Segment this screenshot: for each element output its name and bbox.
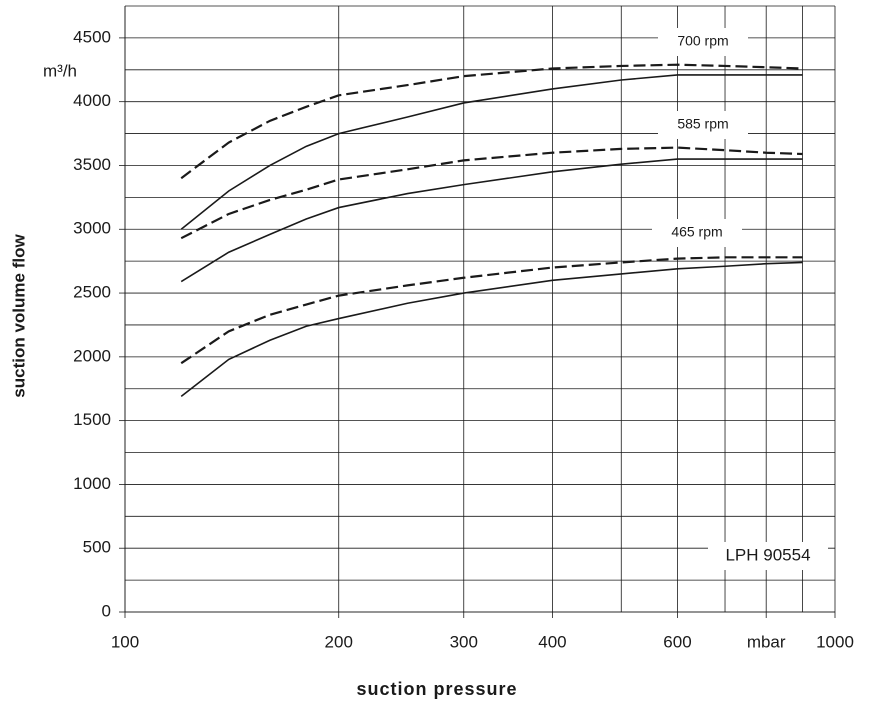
annotation-box (658, 28, 748, 56)
series-line (180, 146, 803, 240)
series-line (180, 74, 803, 230)
series-line (180, 261, 803, 398)
annotation: LPH 90554 (725, 545, 810, 564)
y-tick-label: 2000 (73, 346, 111, 365)
y-tick-label: 4500 (73, 27, 111, 46)
x-tick-label: 300 (450, 632, 478, 651)
annotation: 585 rpm (677, 116, 728, 132)
series-line (180, 158, 803, 283)
x-tick-label: 600 (663, 632, 691, 651)
x-tick-label: 400 (538, 632, 566, 651)
y-tick-label: 4000 (73, 91, 111, 110)
y-tick-label: 1000 (73, 474, 111, 493)
y-unit: m³/h (43, 61, 77, 80)
x-tick-label: 200 (325, 632, 353, 651)
y-tick-label: 500 (83, 538, 111, 557)
annotation-box (708, 542, 828, 570)
y-tick-label: 1500 (73, 410, 111, 429)
x-axis-title: suction pressure (356, 679, 517, 699)
annotation: 465 rpm (671, 224, 722, 240)
annotation-box (652, 219, 742, 247)
y-tick-label: 3000 (73, 219, 111, 238)
x-tick-label: mbar (747, 632, 786, 651)
annotation-box (658, 111, 748, 139)
y-tick-label: 3500 (73, 155, 111, 174)
annotation: 700 rpm (677, 33, 728, 49)
x-tick-label: 100 (111, 632, 139, 651)
y-axis-title: suction volume flow (9, 234, 28, 398)
y-tick-label: 0 (102, 601, 111, 620)
x-tick-label: 1000 (816, 632, 854, 651)
series-line (180, 256, 803, 365)
y-tick-label: 2500 (73, 283, 111, 302)
series-line (180, 63, 803, 180)
